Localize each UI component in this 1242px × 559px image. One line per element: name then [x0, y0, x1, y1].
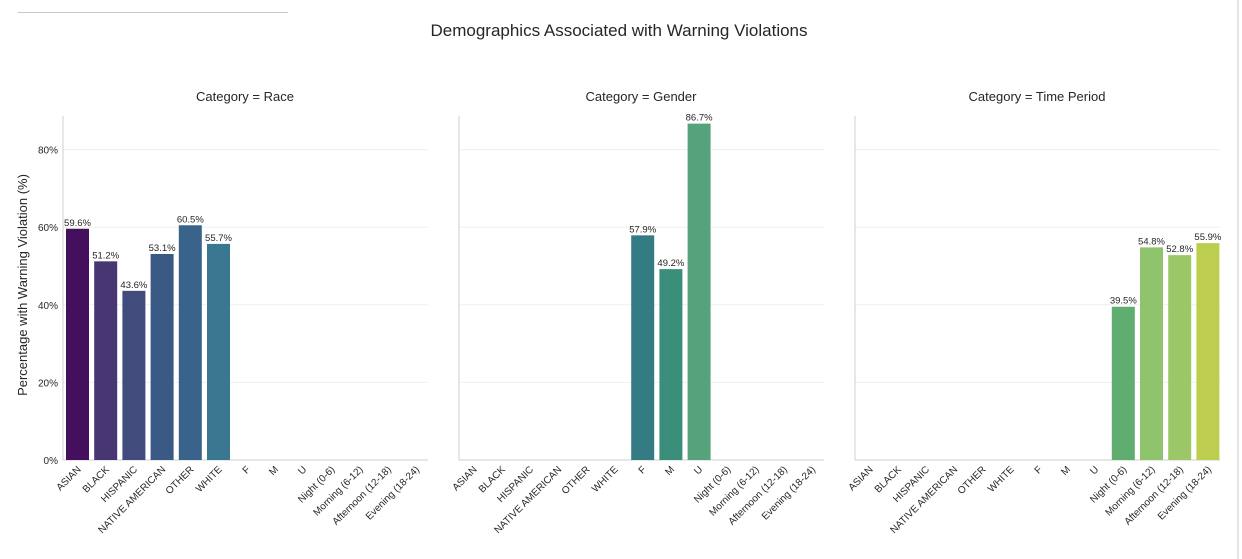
x-tick-label: OTHER: [956, 464, 989, 497]
panel-title: Category = Gender: [586, 89, 698, 104]
x-tick-label: F: [1033, 464, 1045, 476]
x-tick-label: ASIAN: [847, 464, 876, 493]
bar: [94, 261, 118, 460]
data-label: 55.7%: [205, 233, 232, 244]
x-tick-label: M: [663, 464, 677, 478]
bar: [659, 269, 683, 460]
x-tick-label: M: [267, 464, 281, 478]
x-tick-label: WHITE: [590, 464, 621, 495]
x-tick-label: WHITE: [194, 464, 225, 495]
y-tick-label: 40%: [38, 301, 58, 312]
panel-title: Category = Time Period: [969, 89, 1106, 104]
bar: [631, 235, 655, 460]
data-label: 57.9%: [629, 224, 656, 235]
data-label: 51.2%: [92, 250, 119, 261]
x-tick-label: OTHER: [560, 464, 593, 497]
data-label: 43.6%: [120, 280, 147, 291]
x-tick-label: F: [637, 464, 649, 476]
x-tick-label: Morning (6-12): [311, 464, 365, 518]
bar: [1140, 247, 1163, 460]
x-tick-label: F: [241, 464, 253, 476]
data-label: 53.1%: [149, 243, 176, 254]
data-label: 49.2%: [657, 258, 684, 269]
x-tick-label: Evening (18-24): [364, 464, 422, 522]
bar: [150, 253, 174, 460]
bar: [207, 243, 230, 460]
bar: [1196, 243, 1220, 460]
x-tick-label: Evening (18-24): [760, 464, 818, 522]
x-tick-label: U: [692, 464, 705, 477]
panel-title: Category = Race: [196, 89, 294, 104]
data-label: 52.8%: [1166, 244, 1193, 255]
bar: [1168, 255, 1192, 460]
data-label: 55.9%: [1194, 232, 1221, 243]
data-label: 54.8%: [1138, 236, 1165, 247]
x-tick-label: ASIAN: [451, 464, 480, 493]
data-label: 59.6%: [64, 218, 91, 229]
x-tick-label: Morning (6-12): [1103, 464, 1157, 518]
chart-title: Demographics Associated with Warning Vio…: [430, 21, 807, 40]
bar: [687, 123, 711, 460]
x-tick-label: Evening (18-24): [1156, 464, 1214, 522]
data-label: 86.7%: [686, 113, 713, 124]
x-tick-label: U: [296, 464, 309, 477]
data-label: 39.5%: [1110, 296, 1137, 307]
top-divider: [18, 12, 288, 13]
y-tick-label: 60%: [38, 223, 58, 234]
right-edge-divider: [1237, 0, 1239, 559]
x-tick-label: WHITE: [986, 464, 1017, 495]
x-tick-label: M: [1059, 464, 1073, 478]
bar: [1111, 306, 1135, 460]
y-tick-label: 80%: [38, 146, 58, 157]
x-tick-label: Morning (6-12): [707, 464, 761, 518]
bar: [122, 290, 146, 460]
y-tick-label: 20%: [38, 378, 58, 389]
x-tick-label: U: [1088, 464, 1101, 477]
bar: [178, 225, 202, 460]
x-tick-label: ASIAN: [55, 464, 84, 493]
data-label: 60.5%: [177, 214, 204, 225]
x-tick-label: OTHER: [164, 464, 197, 497]
chart-panels: Category = Race 0% 20% 40% 60% 80% 59.6% ASIAN 5…: [38, 89, 1222, 536]
y-tick-label: 0%: [44, 456, 59, 467]
y-axis-label: Percentage with Warning Violation (%): [15, 174, 30, 396]
bar: [66, 228, 89, 460]
